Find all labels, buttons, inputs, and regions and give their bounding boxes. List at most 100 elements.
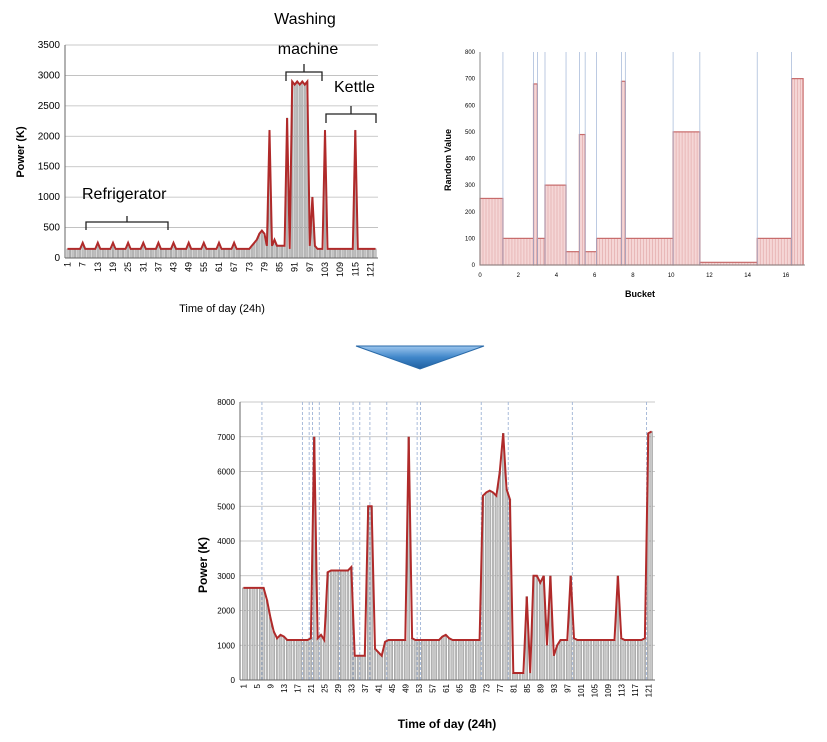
c2-bucket-rect [479, 197, 504, 266]
c1-y-tick: 500 [43, 223, 60, 234]
c3-bar [586, 639, 589, 681]
c1-bar [316, 248, 319, 259]
c1-brace-refrigerator [85, 216, 169, 230]
c2-x-tick-labels: 0 2 4 6 8 10 12 14 16 [478, 273, 790, 279]
c1-bar [321, 248, 324, 259]
c1-x-tick: 13 [93, 262, 103, 272]
c1-bar [243, 248, 246, 259]
c2-y-tick: 100 [465, 236, 476, 242]
c3-bar [518, 672, 522, 681]
c1-bar [301, 81, 304, 259]
c1-x-axis-label: Time of day (24h) [179, 303, 265, 315]
c1-bar [331, 248, 334, 259]
c1-bar [167, 248, 170, 259]
c3-y-tick: 2000 [217, 607, 235, 616]
c2-y-tick: 0 [472, 263, 476, 269]
c3-bar [633, 639, 636, 681]
c3-x-tick: 65 [455, 683, 464, 692]
c1-x-tick: 61 [214, 262, 224, 272]
c1-bar [89, 248, 92, 259]
c1-bar [303, 84, 306, 259]
c3-bar [356, 655, 360, 681]
c3-bar [613, 639, 616, 681]
c1-bar [366, 248, 369, 259]
c2-bucket-bar [502, 237, 535, 266]
c1-x-tick: 85 [275, 262, 285, 272]
c1-bar [114, 248, 117, 259]
c3-bar [248, 587, 252, 681]
c3-x-tick-labels: 1 5 9 13 17 21 25 29 33 37 41 45 49 53 57 61 65 69 73 77 81 8… [239, 683, 653, 697]
c2-bucket-rect [502, 237, 535, 266]
c3-bar [292, 639, 296, 681]
c3-x-tick: 105 [590, 683, 599, 697]
c3-bar [552, 655, 555, 681]
c3-bar [319, 634, 323, 681]
c3-x-tick: 5 [253, 683, 262, 688]
c3-x-tick: 77 [496, 683, 505, 692]
c3-bar [572, 638, 576, 681]
c3-x-tick: 21 [307, 683, 316, 692]
c1-bar [225, 248, 228, 259]
c3-bar [498, 471, 501, 681]
c1-bar [132, 248, 135, 259]
c3-x-tick: 49 [401, 683, 410, 692]
c1-bar [364, 248, 367, 259]
c3-bar [259, 587, 262, 681]
c1-annotation-washing-machine-line1: Washing [274, 11, 336, 28]
c1-bar [329, 248, 331, 259]
c1-bar [326, 248, 329, 259]
c3-bar [539, 582, 542, 681]
c2-bucket-bar [479, 197, 504, 266]
c3-series-line [243, 430, 653, 674]
c1-bar [119, 248, 122, 259]
c1-bar [293, 84, 296, 259]
c3-bar [603, 639, 606, 681]
c3-bar [286, 639, 289, 681]
c3-bar [593, 639, 596, 681]
c3-x-tick: 89 [536, 683, 545, 692]
c3-bar [505, 488, 508, 681]
c3-bar [606, 639, 609, 681]
c3-x-tick: 109 [604, 683, 613, 697]
c3-y-tick: 4000 [217, 537, 235, 546]
c3-bar [485, 492, 488, 681]
c1-bar [260, 230, 263, 259]
c1-bar [235, 248, 238, 259]
c1-annotation-washing-machine-line2: machine [278, 41, 339, 58]
c3-bar [636, 639, 640, 681]
c1-bar [149, 248, 152, 259]
c3-bar [316, 638, 319, 681]
c1-x-tick: 7 [78, 262, 88, 267]
c3-y-tick: 6000 [217, 468, 235, 477]
c3-bar [437, 639, 441, 681]
c1-bar [137, 248, 140, 259]
c3-bar [566, 639, 569, 681]
c3-bar [559, 639, 562, 681]
c1-x-tick: 73 [244, 262, 254, 272]
c1-bar [180, 248, 183, 259]
c2-bucket-bar [620, 80, 626, 266]
c1-bar [86, 248, 89, 259]
c3-x-tick: 85 [523, 683, 532, 692]
c3-x-tick: 33 [347, 683, 356, 692]
c3-bar [495, 495, 498, 681]
c1-bar [215, 248, 218, 259]
c1-x-tick: 31 [138, 262, 148, 272]
c1-bar [298, 84, 301, 259]
c3-bar [373, 648, 377, 681]
c2-x-tick: 4 [555, 273, 559, 279]
c1-bar [175, 248, 178, 259]
c3-bar [306, 639, 309, 681]
c1-y-tick: 2000 [38, 131, 61, 142]
c2-y-tick: 300 [465, 183, 476, 189]
c1-x-tick: 97 [305, 262, 315, 272]
c2-bucket-bar [578, 133, 586, 266]
c1-y-tick-labels: 0 500 1000 1500 2000 2500 3000 3500 [38, 40, 61, 264]
c2-y-tick: 500 [465, 130, 476, 136]
c1-bar [134, 248, 137, 259]
c1-bar [195, 248, 198, 259]
c3-bar [434, 639, 437, 681]
c2-x-tick: 16 [783, 273, 790, 279]
c1-bar [281, 245, 284, 259]
